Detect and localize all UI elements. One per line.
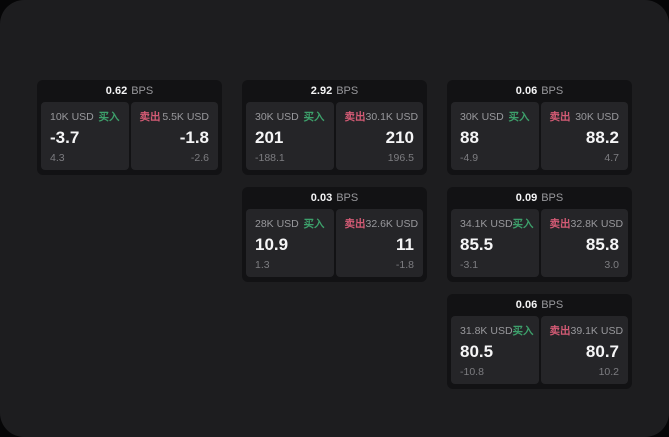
quote-card: 0.62 BPS 10K USD 买入 -3.7 4.3 卖出 5.5K USD… — [37, 80, 222, 175]
buy-panel[interactable]: 30K USD 买入 201 -188.1 — [246, 102, 334, 170]
sell-amount: 39.1K USD — [570, 324, 624, 337]
sell-price: 85.8 — [585, 234, 619, 254]
buy-sub-value: 1.3 — [255, 259, 270, 271]
bps-header: 0.06 BPS — [447, 80, 632, 102]
buy-side-label: 买入 — [512, 218, 534, 230]
bps-unit: BPS — [336, 85, 359, 97]
bps-header: 0.62 BPS — [37, 80, 222, 102]
sell-amount: 5.5K USD — [162, 110, 209, 123]
buy-panel[interactable]: 34.1K USD 买入 85.5 -3.1 — [451, 209, 539, 277]
sell-price: 11 — [396, 234, 414, 254]
bps-value: 0.06 — [515, 85, 538, 97]
buy-price: 10.9 — [255, 234, 289, 254]
bps-value: 2.92 — [310, 85, 333, 97]
buy-sub-value: -10.8 — [460, 366, 484, 378]
sell-price: 88.2 — [585, 127, 619, 147]
bps-header: 0.06 BPS — [447, 294, 632, 316]
buy-amount: 28K USD — [255, 217, 299, 230]
bps-header: 0.09 BPS — [447, 187, 632, 209]
sell-sub-value: 3.0 — [604, 259, 619, 271]
buy-sub-value: 4.3 — [50, 152, 65, 164]
bps-header: 0.03 BPS — [242, 187, 427, 209]
buy-side-label: 买入 — [508, 111, 530, 123]
sell-side-label: 卖出 — [344, 111, 366, 123]
bps-header: 2.92 BPS — [242, 80, 427, 102]
sell-sub-value: 196.5 — [387, 152, 414, 164]
quote-card: 0.06 BPS 30K USD 买入 88 -4.9 卖出 30K USD 8… — [447, 80, 632, 175]
buy-side-label: 买入 — [512, 325, 534, 337]
sell-panel[interactable]: 卖出 30K USD 88.2 4.7 — [540, 102, 628, 170]
bps-unit: BPS — [541, 192, 564, 204]
buy-sub-value: -4.9 — [460, 152, 479, 164]
buy-price: 88 — [460, 127, 479, 147]
buy-panel[interactable]: 31.8K USD 买入 80.5 -10.8 — [451, 316, 539, 384]
buy-panel[interactable]: 10K USD 买入 -3.7 4.3 — [41, 102, 129, 170]
buy-side-label: 买入 — [98, 111, 120, 123]
quote-panels: 31.8K USD 买入 80.5 -10.8 卖出 39.1K USD 80.… — [447, 316, 632, 389]
buy-side-label: 买入 — [303, 218, 325, 230]
buy-amount: 31.8K USD — [460, 324, 513, 337]
buy-sub-value: -3.1 — [460, 259, 479, 271]
sell-price: 80.7 — [585, 341, 619, 361]
buy-amount: 30K USD — [460, 110, 504, 123]
bps-unit: BPS — [336, 192, 359, 204]
buy-amount: 34.1K USD — [460, 217, 513, 230]
buy-price: 80.5 — [460, 341, 494, 361]
bps-unit: BPS — [541, 299, 564, 311]
buy-panel[interactable]: 30K USD 买入 88 -4.9 — [451, 102, 539, 170]
sell-side-label: 卖出 — [139, 111, 161, 123]
sell-panel[interactable]: 卖出 39.1K USD 80.7 10.2 — [540, 316, 628, 384]
buy-price: -3.7 — [50, 127, 80, 147]
quote-panels: 34.1K USD 买入 85.5 -3.1 卖出 32.8K USD 85.8… — [447, 209, 632, 282]
bps-value: 0.09 — [515, 192, 538, 204]
sell-panel[interactable]: 卖出 32.6K USD 11 -1.8 — [335, 209, 423, 277]
quote-panels: 30K USD 买入 88 -4.9 卖出 30K USD 88.2 4.7 — [447, 102, 632, 175]
sell-side-label: 卖出 — [344, 218, 366, 230]
buy-side-label: 买入 — [303, 111, 325, 123]
bps-value: 0.62 — [105, 85, 128, 97]
quote-card: 0.09 BPS 34.1K USD 买入 85.5 -3.1 卖出 32.8K… — [447, 187, 632, 282]
sell-amount: 32.6K USD — [365, 217, 419, 230]
sell-panel[interactable]: 卖出 32.8K USD 85.8 3.0 — [540, 209, 628, 277]
bps-unit: BPS — [541, 85, 564, 97]
bps-value: 0.06 — [515, 299, 538, 311]
bps-value: 0.03 — [310, 192, 333, 204]
quote-card: 0.06 BPS 31.8K USD 买入 80.5 -10.8 卖出 39.1… — [447, 294, 632, 389]
sell-side-label: 卖出 — [549, 218, 571, 230]
bps-unit: BPS — [131, 85, 154, 97]
sell-amount: 30K USD — [575, 110, 619, 123]
quote-panels: 10K USD 买入 -3.7 4.3 卖出 5.5K USD -1.8 -2.… — [37, 102, 222, 175]
sell-panel[interactable]: 卖出 5.5K USD -1.8 -2.6 — [130, 102, 218, 170]
buy-price: 85.5 — [460, 234, 494, 254]
buy-amount: 10K USD — [50, 110, 94, 123]
sell-sub-value: -1.8 — [395, 259, 414, 271]
sell-side-label: 卖出 — [549, 111, 571, 123]
buy-sub-value: -188.1 — [255, 152, 285, 164]
sell-panel[interactable]: 卖出 30.1K USD 210 196.5 — [335, 102, 423, 170]
sell-price: -1.8 — [179, 127, 209, 147]
quote-panels: 30K USD 买入 201 -188.1 卖出 30.1K USD 210 1… — [242, 102, 427, 175]
sell-sub-value: 10.2 — [598, 366, 619, 378]
sell-sub-value: -2.6 — [190, 152, 209, 164]
buy-price: 201 — [255, 127, 284, 147]
sell-sub-value: 4.7 — [604, 152, 619, 164]
sell-side-label: 卖出 — [549, 325, 571, 337]
sell-amount: 32.8K USD — [570, 217, 624, 230]
quote-card: 2.92 BPS 30K USD 买入 201 -188.1 卖出 30.1K … — [242, 80, 427, 175]
quote-card: 0.03 BPS 28K USD 买入 10.9 1.3 卖出 32.6K US… — [242, 187, 427, 282]
buy-panel[interactable]: 28K USD 买入 10.9 1.3 — [246, 209, 334, 277]
buy-amount: 30K USD — [255, 110, 299, 123]
sell-amount: 30.1K USD — [365, 110, 419, 123]
quote-panels: 28K USD 买入 10.9 1.3 卖出 32.6K USD 11 -1.8 — [242, 209, 427, 282]
sell-price: 210 — [385, 127, 414, 147]
